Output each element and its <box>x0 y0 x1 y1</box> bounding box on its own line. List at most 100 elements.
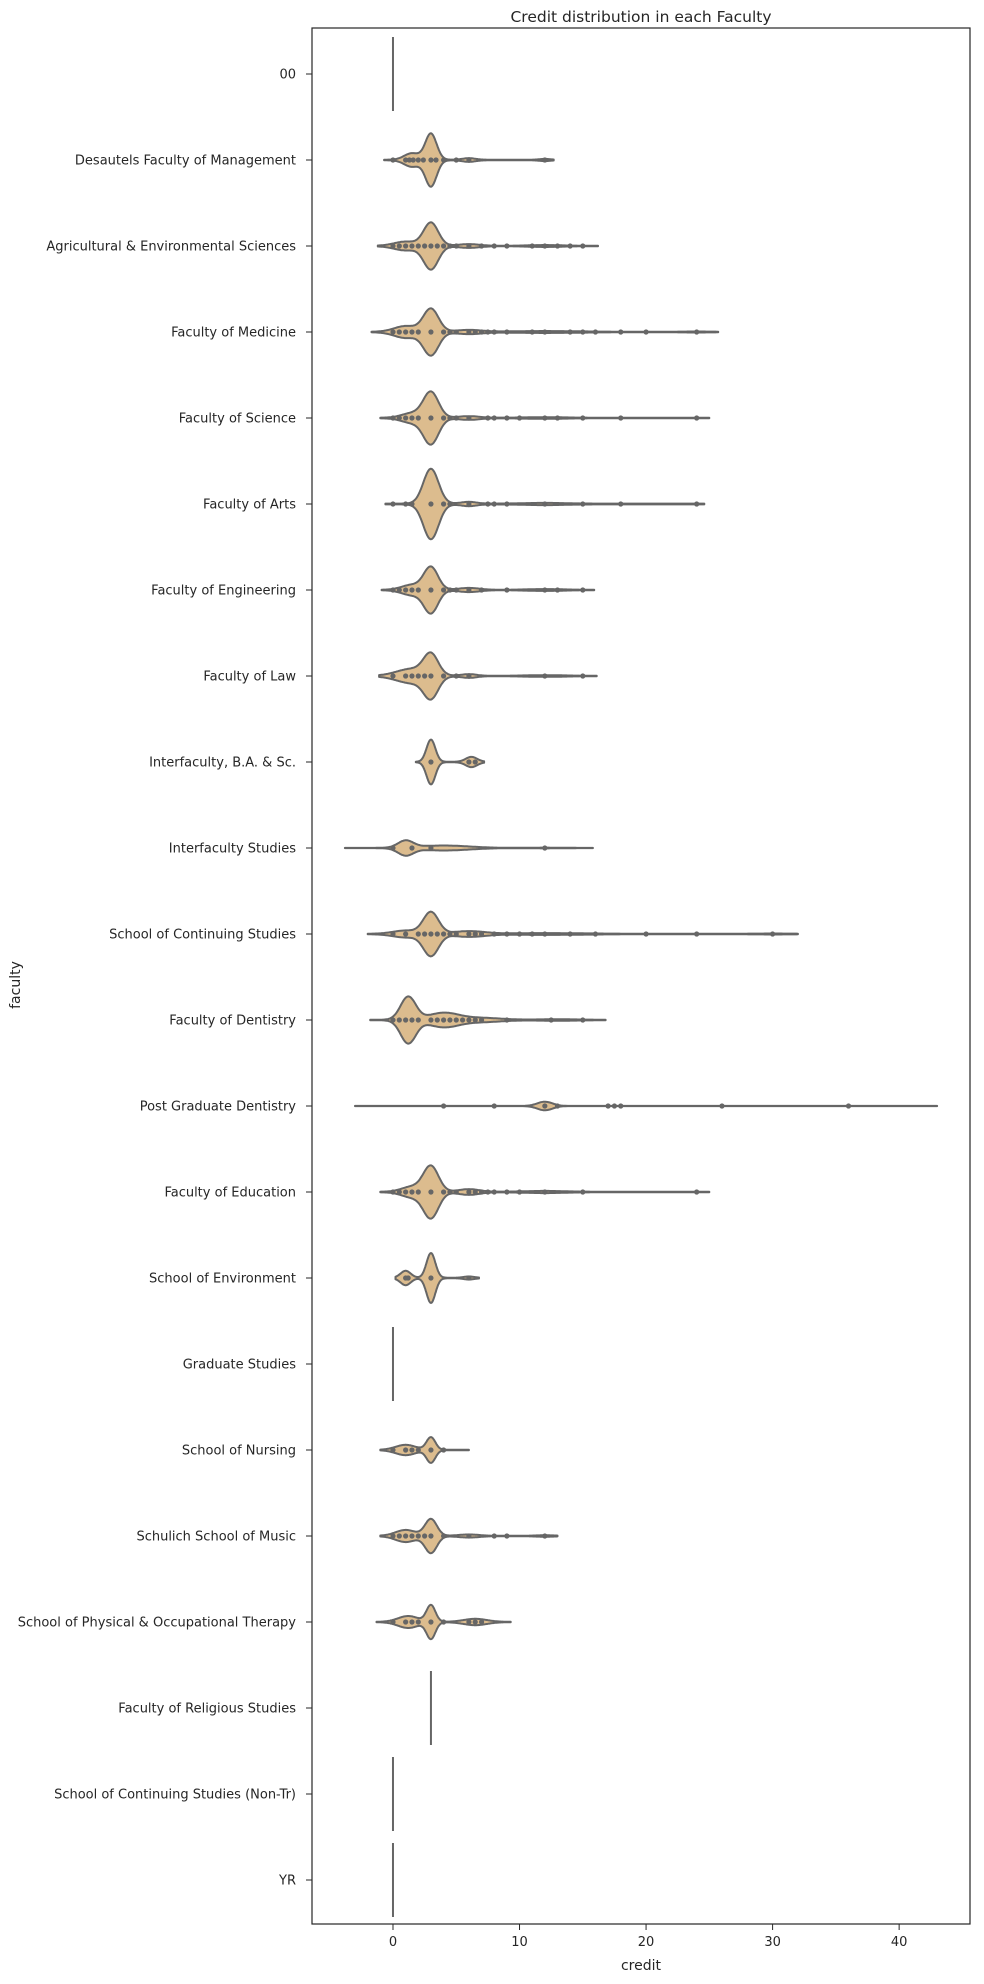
violin-point <box>542 1533 548 1539</box>
violin-point <box>580 415 586 421</box>
violin-point <box>422 673 428 679</box>
violin-point <box>428 1447 434 1453</box>
violin-school-of-continuing-studies <box>366 910 799 958</box>
violin-point <box>390 157 396 163</box>
violin-point <box>453 587 459 593</box>
violin-point <box>441 1103 447 1109</box>
violin-point <box>466 587 472 593</box>
violin-interfaculty-b-a-sc <box>414 738 486 786</box>
violin-point <box>441 1533 447 1539</box>
violin-point <box>580 587 586 593</box>
y-tick-label: Interfaculty Studies <box>169 842 296 857</box>
violin-faculty-of-medicine <box>370 307 720 357</box>
y-tick-label: 00 <box>279 68 296 83</box>
violin-point <box>403 415 409 421</box>
violin-point <box>447 931 453 937</box>
violin-point <box>694 1189 700 1195</box>
violin-point <box>409 1533 415 1539</box>
violin-point <box>605 1103 611 1109</box>
violin-point <box>466 1017 472 1023</box>
violin-point <box>409 329 415 335</box>
violin-point <box>719 1103 725 1109</box>
violin-body <box>414 738 486 786</box>
violin-point <box>441 415 447 421</box>
violin-point <box>504 587 510 593</box>
violin-point <box>396 587 402 593</box>
violin-point <box>447 243 453 249</box>
violin-school-of-physical-occupational-therapy <box>375 1603 512 1641</box>
violin-point <box>694 931 700 937</box>
violin-point <box>478 329 485 335</box>
violin-point <box>428 759 434 765</box>
violin-point <box>567 931 573 937</box>
violin-point <box>466 329 472 335</box>
violin-point <box>396 415 402 421</box>
violin-point <box>542 673 548 679</box>
violin-point <box>415 673 421 679</box>
violin-faculty-of-arts <box>384 467 706 541</box>
violin-point <box>504 329 510 335</box>
violin-point <box>485 329 491 335</box>
violin-point <box>428 845 434 851</box>
violin-point <box>390 673 396 679</box>
violin-point <box>466 415 472 421</box>
violin-point <box>390 1017 396 1023</box>
violin-point <box>542 415 548 421</box>
violin-point <box>390 329 396 335</box>
violin-point <box>542 1103 548 1109</box>
violin-point <box>567 329 573 335</box>
y-axis-label: faculty <box>8 961 24 1009</box>
y-tick-label: Graduate Studies <box>183 1358 297 1373</box>
y-tick-label: Faculty of Arts <box>203 498 296 513</box>
violin-point <box>428 673 434 679</box>
violin-point <box>504 501 510 507</box>
violin-point <box>441 673 447 679</box>
violin-point <box>472 1189 478 1195</box>
violin-point <box>845 1103 852 1109</box>
violin-point <box>390 501 396 507</box>
violin-point <box>554 587 561 593</box>
violin-point <box>542 845 548 851</box>
x-axis-label: credit <box>621 1958 662 1974</box>
violin-point <box>428 329 434 335</box>
violin-point <box>580 243 586 249</box>
violin-point <box>542 501 548 507</box>
violin-point <box>409 1017 415 1023</box>
violin-point <box>694 501 700 507</box>
y-tick-label: Faculty of Law <box>203 670 296 685</box>
violin-point <box>390 845 396 851</box>
violin-point <box>409 1189 415 1195</box>
violin-point <box>390 243 396 249</box>
violin-body <box>354 1100 939 1112</box>
violin-point <box>409 243 415 249</box>
violin-point <box>542 329 548 335</box>
violin-point <box>466 1275 472 1281</box>
violin-point <box>529 931 535 937</box>
violin-point <box>441 329 447 335</box>
x-tick-label: 40 <box>891 1935 908 1950</box>
violin-point <box>415 1017 421 1023</box>
violin-point <box>472 1017 478 1023</box>
violin-point <box>580 1017 586 1023</box>
violin-point <box>472 931 478 937</box>
violin-point <box>415 415 421 421</box>
violin-point <box>396 1017 402 1023</box>
violin-point <box>403 1619 409 1625</box>
violin-point <box>491 1103 497 1109</box>
violins-group <box>343 37 939 1917</box>
violin-point <box>542 243 548 249</box>
y-tick-label: School of Physical & Occupational Therap… <box>18 1616 297 1631</box>
violin-point <box>453 1017 459 1023</box>
y-tick-label: Agricultural & Environmental Sciences <box>46 240 296 255</box>
violin-point <box>554 415 561 421</box>
violin-point <box>504 243 510 249</box>
violin-point <box>415 1189 421 1195</box>
violin-point <box>504 931 510 937</box>
violin-body <box>343 839 594 857</box>
violin-point <box>415 157 421 163</box>
violin-point <box>390 1189 396 1195</box>
violin-point <box>466 1533 472 1539</box>
violin-point <box>618 1103 624 1109</box>
violin-point <box>403 1017 409 1023</box>
